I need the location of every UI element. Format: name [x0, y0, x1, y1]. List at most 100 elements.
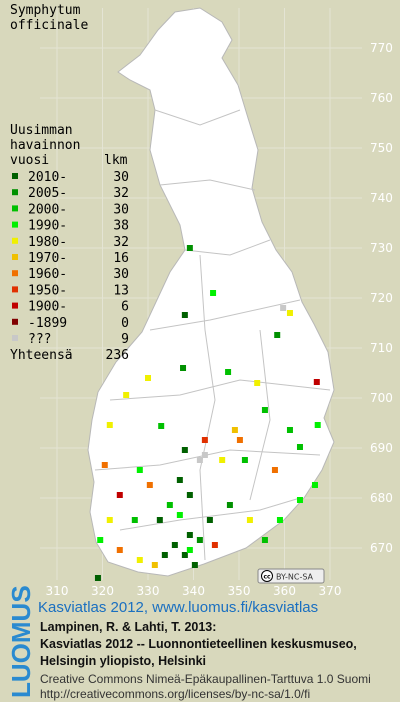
record-dot [186, 245, 193, 251]
y-tick-label: 690 [370, 441, 393, 455]
record-dot [296, 497, 303, 503]
license-badge: cc BY-NC-SA [257, 568, 325, 584]
record-dot [180, 365, 187, 371]
legend-label: 1950- [28, 283, 67, 298]
x-tick-label: 350 [228, 584, 251, 598]
y-tick-label: 710 [370, 341, 393, 355]
record-dot [123, 392, 130, 398]
record-dot [176, 512, 183, 518]
record-dot [271, 467, 278, 473]
record-dot [236, 437, 243, 443]
record-dot [136, 467, 143, 473]
record-dot [254, 380, 261, 386]
x-tick-label: 330 [137, 584, 160, 598]
record-dot [131, 517, 138, 523]
legend-label: ??? [28, 332, 51, 347]
y-tick-label: 720 [370, 291, 393, 305]
x-tick-label: 340 [182, 584, 205, 598]
legend-swatch [12, 302, 18, 309]
record-dot [311, 482, 318, 488]
y-tick-label: 670 [370, 541, 393, 555]
legend-count: 13 [113, 283, 129, 298]
legend-label: 2000- [28, 202, 67, 217]
record-dot [156, 517, 163, 523]
record-dot [231, 427, 238, 433]
citation-line: Lampinen, R. & Lahti, T. 2013: [40, 620, 216, 634]
record-dot [246, 517, 253, 523]
record-dot [145, 375, 151, 381]
legend-swatch [12, 318, 18, 325]
x-tick-label: 320 [91, 584, 114, 598]
record-dot [210, 290, 217, 296]
record-dot [161, 552, 168, 558]
legend-label: 2005- [28, 186, 67, 201]
legend-label: 2010- [28, 170, 67, 185]
y-tick-label: 750 [370, 141, 393, 155]
legend-count: 9 [121, 332, 129, 347]
cc-icon [261, 570, 273, 582]
record-dot [201, 437, 208, 443]
species-name: officinale [10, 18, 88, 33]
license-url[interactable]: http://creativecommons.org/licenses/by-n… [40, 687, 310, 701]
record-dot [286, 310, 293, 316]
legend-swatch [12, 205, 18, 212]
record-dot [261, 537, 268, 543]
record-dot [261, 407, 268, 413]
y-tick-label: 770 [370, 41, 393, 55]
record-dot [225, 369, 232, 375]
record-dot [106, 517, 113, 523]
legend-count: 38 [113, 219, 129, 234]
atlas-link[interactable]: Kasviatlas 2012, www.luomus.fi/kasviatla… [38, 599, 318, 616]
record-dot [186, 547, 193, 553]
record-dot [274, 332, 281, 338]
record-dot [186, 492, 193, 498]
record-dot [181, 552, 188, 558]
record-dot [136, 557, 143, 563]
y-tick-label: 680 [370, 491, 393, 505]
record-dot [106, 422, 113, 428]
record-dot [158, 423, 165, 429]
citation-line: Kasviatlas 2012 -- Luonnontieteellinen k… [40, 637, 357, 651]
legend-count: 16 [113, 251, 129, 266]
legend-total: 236 [106, 348, 129, 363]
legend-swatch [12, 173, 18, 179]
legend-count: 32 [113, 235, 129, 250]
legend-swatch [12, 286, 18, 293]
record-dot [116, 492, 123, 498]
species-name: Symphytum [10, 3, 81, 18]
legend-heading: havainnon [10, 138, 80, 153]
record-dot [176, 477, 183, 483]
record-dot [196, 537, 203, 543]
legend-label: 1980- [28, 235, 67, 250]
y-tick-label: 730 [370, 241, 393, 255]
cc-icon-text: cc [263, 574, 271, 581]
record-dot [211, 542, 218, 548]
legend-total-label: Yhteensä [10, 348, 73, 363]
badge-frame [257, 568, 325, 584]
legend-swatch [12, 237, 18, 244]
legend-count: 30 [113, 202, 129, 217]
legend-count: 32 [113, 186, 129, 201]
legend-label: 1900- [28, 300, 67, 315]
region-borders [94, 109, 331, 561]
y-tick-label: 740 [370, 191, 393, 205]
legend-heading: vuosi [10, 153, 49, 168]
record-dot [313, 379, 320, 385]
legend-swatch [12, 189, 18, 196]
record-dot [186, 532, 193, 538]
record-dot [219, 457, 226, 463]
record-dot [241, 457, 248, 463]
record-dot [94, 575, 101, 581]
legend-count: 0 [121, 316, 129, 331]
record-dot [201, 452, 208, 458]
record-dot [97, 537, 104, 543]
legend-count-heading: lkm [104, 153, 128, 168]
record-dot [151, 562, 158, 568]
record-dot [166, 502, 173, 508]
record-dot [206, 517, 213, 523]
legend-swatch [12, 221, 18, 228]
citation-line: Helsingin yliopisto, Helsinki [40, 654, 206, 668]
legend-label: 1990- [28, 219, 67, 234]
